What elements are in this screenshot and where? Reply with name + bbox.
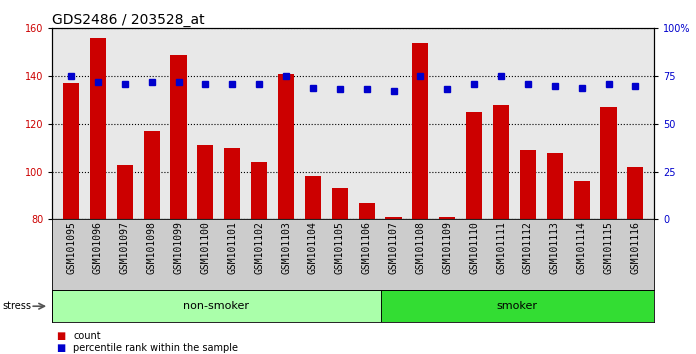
Bar xyxy=(358,203,374,219)
Text: GSM101098: GSM101098 xyxy=(147,222,157,274)
Text: smoker: smoker xyxy=(497,301,538,311)
Text: GSM101108: GSM101108 xyxy=(416,222,425,274)
Bar xyxy=(63,83,79,219)
Text: GSM101096: GSM101096 xyxy=(93,222,103,274)
Text: GSM101113: GSM101113 xyxy=(550,222,560,274)
Text: GSM101109: GSM101109 xyxy=(442,222,452,274)
Bar xyxy=(90,38,106,219)
Bar xyxy=(547,153,563,219)
Bar xyxy=(224,148,240,219)
Bar xyxy=(143,131,159,219)
Bar xyxy=(278,74,294,219)
Bar xyxy=(381,290,654,322)
Bar xyxy=(601,107,617,219)
Bar xyxy=(520,150,536,219)
Bar xyxy=(52,290,381,322)
Bar xyxy=(198,145,214,219)
Text: GSM101111: GSM101111 xyxy=(496,222,506,274)
Text: ■: ■ xyxy=(56,343,65,353)
Text: GSM101106: GSM101106 xyxy=(362,222,372,274)
Bar xyxy=(412,42,429,219)
Bar xyxy=(493,105,509,219)
Text: GSM101104: GSM101104 xyxy=(308,222,318,274)
Text: GSM101099: GSM101099 xyxy=(173,222,184,274)
Text: GSM101112: GSM101112 xyxy=(523,222,533,274)
Bar xyxy=(305,176,321,219)
Text: GSM101115: GSM101115 xyxy=(603,222,614,274)
Text: percentile rank within the sample: percentile rank within the sample xyxy=(73,343,238,353)
Bar xyxy=(439,217,455,219)
Text: ■: ■ xyxy=(56,331,65,341)
Bar xyxy=(574,181,590,219)
Bar xyxy=(386,217,402,219)
Bar xyxy=(251,162,267,219)
Text: GSM101097: GSM101097 xyxy=(120,222,129,274)
Text: GSM101114: GSM101114 xyxy=(577,222,587,274)
Text: stress: stress xyxy=(2,301,31,311)
Text: GDS2486 / 203528_at: GDS2486 / 203528_at xyxy=(52,13,205,27)
Bar xyxy=(332,188,348,219)
Text: count: count xyxy=(73,331,101,341)
Text: GSM101107: GSM101107 xyxy=(388,222,399,274)
Bar xyxy=(627,167,644,219)
Bar xyxy=(117,165,133,219)
Text: GSM101100: GSM101100 xyxy=(200,222,210,274)
Text: GSM101102: GSM101102 xyxy=(254,222,264,274)
Bar xyxy=(171,55,187,219)
Text: GSM101103: GSM101103 xyxy=(281,222,291,274)
Text: GSM101116: GSM101116 xyxy=(631,222,640,274)
Text: GSM101110: GSM101110 xyxy=(469,222,479,274)
Text: GSM101101: GSM101101 xyxy=(228,222,237,274)
Bar xyxy=(466,112,482,219)
Text: GSM101095: GSM101095 xyxy=(66,222,76,274)
Text: GSM101105: GSM101105 xyxy=(335,222,345,274)
Text: non-smoker: non-smoker xyxy=(183,301,249,311)
